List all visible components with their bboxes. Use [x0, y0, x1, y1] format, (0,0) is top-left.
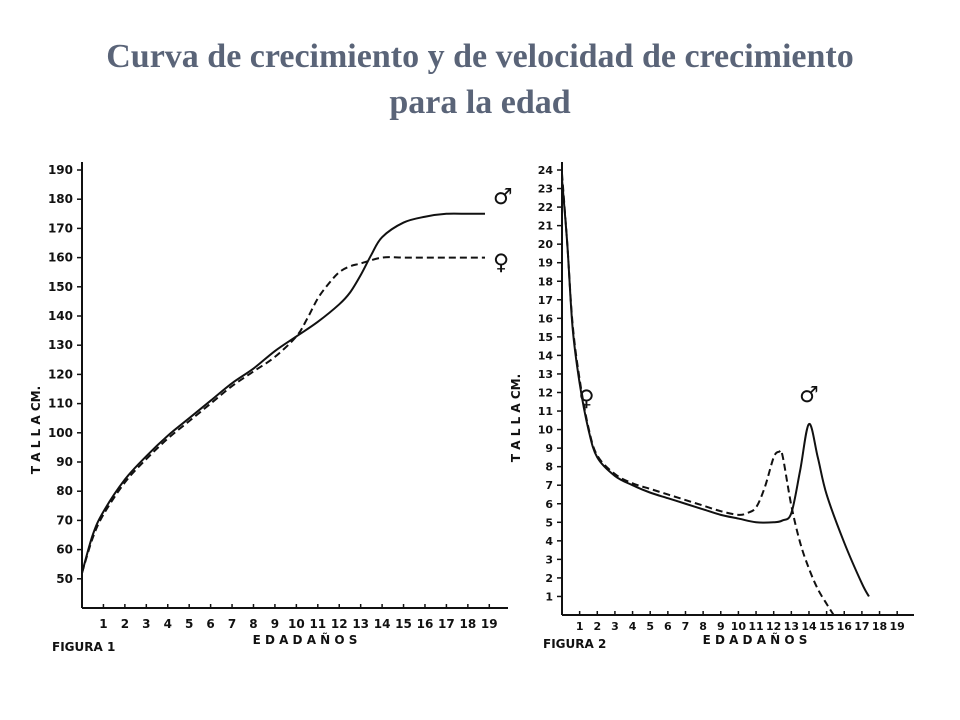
y-tick-label: 3 [545, 553, 553, 566]
x-axis-label: E D A D A Ñ O S [253, 632, 358, 647]
y-tick-label: 8 [545, 461, 553, 474]
x-tick-label: 19 [481, 617, 498, 631]
x-tick-label: 14 [374, 617, 391, 631]
y-tick-label: 20 [538, 238, 554, 251]
series-line-female [81, 256, 485, 574]
y-tick-label: 70 [56, 513, 73, 527]
male-symbol-icon: ♂ [799, 383, 819, 408]
x-tick-label: 3 [611, 620, 619, 633]
x-tick-label: 6 [664, 620, 672, 633]
x-tick-label: 13 [352, 617, 369, 631]
figure-label: FIGURA 1 [52, 640, 115, 654]
x-tick-label: 5 [185, 617, 193, 631]
y-tick-label: 14 [538, 349, 554, 362]
y-tick-label: 18 [538, 275, 553, 288]
x-tick-label: 4 [629, 620, 637, 633]
y-tick-label: 16 [538, 312, 554, 325]
x-axis-label: E D A D A Ñ O S [703, 632, 808, 647]
x-tick-label: 10 [731, 620, 747, 633]
x-tick-label: 2 [593, 620, 601, 633]
x-tick-label: 3 [142, 617, 150, 631]
y-tick-label: 150 [48, 280, 73, 294]
y-tick-label: 1 [545, 590, 553, 603]
x-tick-label: 16 [837, 620, 853, 633]
y-axis-label: T A L L A CM. [509, 374, 523, 462]
y-tick-label: 180 [48, 192, 73, 206]
x-tick-label: 12 [331, 617, 348, 631]
y-tick-label: 13 [538, 368, 553, 381]
y-axis-label: T A L L A CM. [29, 386, 43, 474]
x-tick-label: 7 [228, 617, 236, 631]
x-tick-label: 6 [206, 617, 214, 631]
y-tick-label: 6 [545, 498, 553, 511]
slide-title: Curva de crecimiento y de velocidad de c… [0, 34, 960, 126]
y-tick-label: 50 [56, 572, 73, 586]
x-tick-label: 1 [576, 620, 584, 633]
y-tick-label: 7 [545, 479, 553, 492]
y-tick-label: 17 [538, 294, 553, 307]
male-symbol-icon: ♂ [493, 185, 513, 210]
chart-2: 1234567891011121314151617181920212223241… [509, 162, 914, 651]
female-symbol-icon: ♀ [578, 387, 594, 412]
x-tick-label: 11 [748, 620, 763, 633]
x-tick-label: 15 [395, 617, 412, 631]
x-tick-label: 11 [309, 617, 326, 631]
series-line-female [561, 173, 835, 616]
y-tick-label: 130 [48, 338, 73, 352]
y-tick-label: 140 [48, 309, 73, 323]
x-tick-label: 2 [121, 617, 129, 631]
series-line-male [81, 212, 485, 574]
x-tick-label: 8 [249, 617, 257, 631]
x-tick-label: 12 [766, 620, 781, 633]
x-tick-label: 1 [99, 617, 107, 631]
y-tick-label: 19 [538, 257, 553, 270]
x-tick-label: 17 [438, 617, 455, 631]
y-tick-label: 4 [545, 535, 553, 548]
y-tick-label: 22 [538, 201, 553, 214]
x-tick-label: 19 [890, 620, 905, 633]
x-tick-label: 9 [717, 620, 725, 633]
x-tick-label: 14 [801, 620, 817, 633]
y-tick-label: 10 [538, 424, 554, 437]
y-tick-label: 110 [48, 397, 73, 411]
x-tick-label: 8 [699, 620, 707, 633]
y-tick-label: 15 [538, 331, 553, 344]
y-tick-label: 21 [538, 220, 553, 233]
y-tick-label: 190 [48, 163, 73, 177]
y-tick-label: 100 [48, 426, 73, 440]
x-tick-label: 18 [459, 617, 476, 631]
y-tick-label: 170 [48, 221, 73, 235]
series-line-male [561, 179, 870, 597]
slide-title-line-2: para la edad [389, 84, 571, 121]
y-tick-label: 23 [538, 183, 553, 196]
y-tick-label: 120 [48, 367, 73, 381]
y-tick-label: 12 [538, 387, 553, 400]
y-tick-label: 60 [56, 543, 73, 557]
y-tick-label: 160 [48, 251, 73, 265]
y-tick-label: 80 [56, 484, 73, 498]
y-tick-label: 5 [545, 516, 553, 529]
x-tick-label: 9 [271, 617, 279, 631]
y-tick-label: 24 [538, 164, 554, 177]
x-tick-label: 15 [819, 620, 834, 633]
y-tick-label: 11 [538, 405, 553, 418]
x-tick-label: 7 [682, 620, 690, 633]
chart-1: 5060708090100110120130140150160170180190… [29, 162, 513, 654]
x-tick-label: 5 [646, 620, 654, 633]
female-symbol-icon: ♀ [493, 251, 509, 276]
x-tick-label: 18 [872, 620, 887, 633]
x-tick-label: 13 [784, 620, 799, 633]
x-tick-label: 10 [288, 617, 305, 631]
slide-title-line-1: Curva de crecimiento y de velocidad de c… [106, 38, 854, 75]
x-tick-label: 4 [164, 617, 172, 631]
y-tick-label: 2 [545, 572, 553, 585]
figure-label: FIGURA 2 [543, 637, 606, 651]
y-tick-label: 90 [56, 455, 73, 469]
x-tick-label: 16 [417, 617, 434, 631]
x-tick-label: 17 [854, 620, 869, 633]
y-tick-label: 9 [545, 442, 553, 455]
